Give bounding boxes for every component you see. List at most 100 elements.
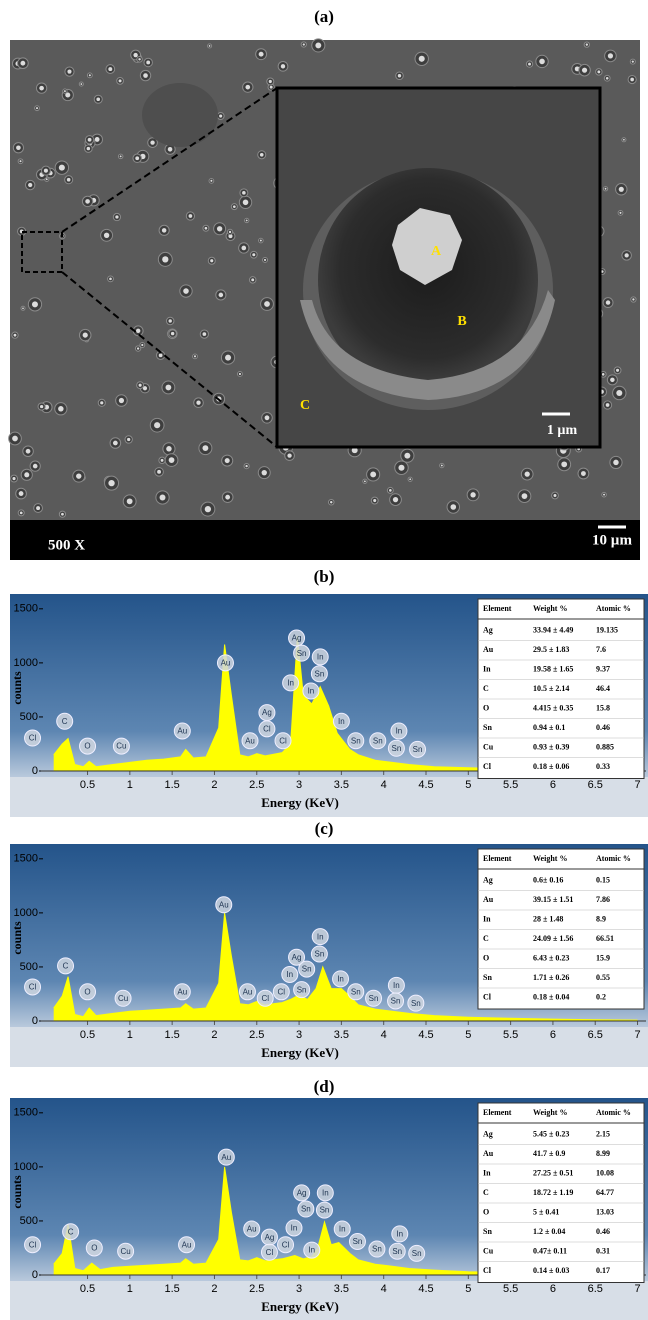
particle-core [580, 471, 586, 476]
peak-label: Sn [353, 1237, 363, 1246]
particle-core [245, 84, 251, 90]
peak-badge [79, 737, 97, 755]
peak-label: In [396, 1230, 403, 1239]
particle-core [19, 511, 23, 515]
peak-badge [260, 1243, 278, 1261]
y-axis-label: counts [10, 1175, 24, 1209]
particle-core [585, 43, 589, 46]
table-box [477, 1102, 645, 1283]
particle-core [604, 187, 607, 190]
peak-badge [390, 722, 408, 740]
point-label: B [457, 314, 466, 329]
x-tick-label: 4 [381, 779, 387, 791]
x-tick-label: 2.5 [249, 779, 264, 791]
peak-label: Ag [292, 953, 302, 962]
particle-core [624, 253, 629, 258]
particle-core [142, 386, 148, 391]
particle-core [115, 215, 119, 219]
peak-badge [333, 1220, 351, 1238]
table-cell: 0.15 [596, 876, 610, 885]
inset-frame [275, 86, 602, 449]
table-cell: 28 ± 1.48 [533, 915, 563, 924]
y-tick-label: 1000 [14, 657, 38, 669]
particle-core [127, 437, 131, 442]
table-cell: C [483, 684, 489, 693]
table-cell: 13.03 [596, 1208, 614, 1217]
peak-label: Sn [369, 994, 379, 1003]
table-cell: Au [483, 645, 494, 654]
peak-label: Sn [351, 987, 361, 996]
point-label: C [300, 398, 310, 413]
particle-core [363, 480, 366, 483]
peak-label: Sn [351, 736, 361, 745]
table-cell: 39.15 ± 1.51 [533, 895, 573, 904]
particle-core [19, 160, 22, 163]
particle-core [241, 245, 247, 251]
peak-label: Au [243, 987, 253, 996]
particle-core [141, 343, 144, 347]
y-tick-label: 0 [32, 765, 38, 777]
table-cell: 0.47± 0.11 [533, 1247, 567, 1256]
table-header: Atomic % [596, 604, 631, 613]
x-tick-label: 5 [465, 1283, 471, 1295]
peak-badge [297, 1200, 315, 1218]
particle-core [170, 331, 175, 336]
table-cell: 1.2 ± 0.04 [533, 1227, 565, 1236]
x-tick-label: 4 [381, 1283, 387, 1295]
particle-core [245, 219, 248, 222]
spectrum [53, 912, 638, 1021]
peak-label: Au [221, 1153, 231, 1162]
table-cell: Au [483, 895, 494, 904]
particle-core [100, 401, 104, 405]
table-cell: In [483, 915, 491, 924]
peak-label: Sn [301, 1205, 311, 1214]
x-tick-label: 0.5 [80, 779, 95, 791]
peak-label: Ag [265, 1233, 275, 1242]
x-tick-label: 2.5 [249, 1283, 264, 1295]
y-tick-label: 0 [32, 1015, 38, 1027]
table-cell: Cl [483, 1266, 492, 1275]
particle-core [228, 230, 232, 234]
table-header: Element [483, 604, 512, 613]
peak-badge [288, 629, 306, 647]
table-header: Weight % [533, 604, 567, 613]
peak-badge [293, 644, 311, 662]
peak-badge [258, 720, 276, 738]
particle-core [159, 494, 166, 501]
particle-core [119, 155, 122, 158]
peak-label: Ag [292, 634, 302, 643]
x-tick-label: 5.5 [503, 779, 518, 791]
particle-core [398, 464, 405, 471]
particle-core [12, 477, 16, 481]
table-cell: 18.72 ± 1.19 [533, 1188, 573, 1197]
x-tick-label: 1.5 [165, 1283, 180, 1295]
table-cell: 0.94 ± 0.1 [533, 723, 565, 732]
table-cell: Ag [483, 1130, 493, 1139]
peak-badge [298, 960, 316, 978]
table-cell: 10.5 ± 2.14 [533, 684, 569, 693]
peak-badge [79, 983, 97, 1001]
peak-label: Sn [391, 997, 401, 1006]
particle-core [208, 45, 211, 47]
x-tick-label: 7 [634, 1029, 640, 1041]
peak-badge [332, 712, 350, 730]
table-cell: Sn [483, 1227, 492, 1236]
table-header: Element [483, 854, 512, 863]
table-cell: 5.45 ± 0.23 [533, 1130, 569, 1139]
table-cell: C [483, 934, 489, 943]
peak-badge [272, 983, 290, 1001]
peak-label: Cl [261, 994, 269, 1003]
x-tick-label: 1.5 [165, 779, 180, 791]
particle-core [210, 179, 213, 182]
peak-label: Au [177, 727, 187, 736]
x-tick-label: 4.5 [418, 779, 433, 791]
table-cell: In [483, 665, 491, 674]
peak-badge [173, 983, 191, 1001]
particle-core [259, 152, 264, 157]
table-cell: O [483, 704, 489, 713]
particle-core [601, 373, 605, 376]
table-cell: 0.18 ± 0.04 [533, 993, 569, 1002]
peak-label: O [84, 742, 90, 751]
